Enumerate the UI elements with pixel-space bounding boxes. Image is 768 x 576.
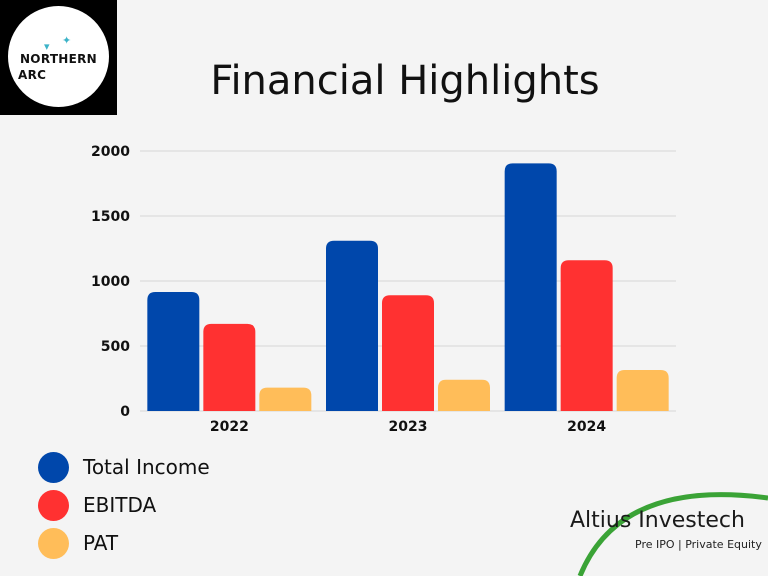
x-tick-label: 2024 xyxy=(567,419,606,435)
page-title: Financial Highlights xyxy=(210,58,600,104)
x-tick-label: 2023 xyxy=(389,419,428,435)
bar-total-income-2023 xyxy=(326,240,378,411)
legend-label: PAT xyxy=(83,531,119,555)
y-tick-label: 500 xyxy=(101,339,130,355)
legend-swatch xyxy=(38,452,69,483)
logo-line-1: NORTHERN xyxy=(19,52,98,66)
altius-investech-logo: Altius Investech Pre IPO | Private Equit… xyxy=(560,478,768,576)
legend-label: Total Income xyxy=(83,455,210,479)
y-tick-label: 0 xyxy=(120,404,130,420)
x-tick-label: 2022 xyxy=(210,419,249,435)
legend-label: EBITDA xyxy=(83,493,157,517)
bar-total-income-2022 xyxy=(147,292,200,411)
logo-line-2: ARC xyxy=(18,68,47,82)
bar-total-income-2024 xyxy=(504,163,557,411)
legend-swatch xyxy=(38,528,69,559)
bar-pat-2024 xyxy=(616,370,669,411)
y-tick-label: 1500 xyxy=(91,209,130,225)
brand-arc-icon xyxy=(577,492,768,576)
bar-ebitda-2022 xyxy=(203,323,256,411)
northern-arc-logo: ▾ ✦ NORTHERN ARC xyxy=(0,0,117,115)
legend-swatch xyxy=(38,490,69,521)
bar-ebitda-2024 xyxy=(560,260,613,411)
bar-ebitda-2023 xyxy=(382,295,434,411)
bar-pat-2023 xyxy=(438,379,490,411)
bar-pat-2022 xyxy=(259,387,312,411)
brand-tagline: Pre IPO | Private Equity xyxy=(635,538,762,551)
logo-star-icon: ▾ xyxy=(44,40,50,53)
y-tick-label: 1000 xyxy=(91,274,130,290)
brand-name: Altius Investech xyxy=(570,508,745,533)
logo-sparkle-icon: ✦ xyxy=(62,34,72,47)
logo-circle: ▾ ✦ NORTHERN ARC xyxy=(8,6,109,107)
y-tick-label: 2000 xyxy=(91,144,130,160)
